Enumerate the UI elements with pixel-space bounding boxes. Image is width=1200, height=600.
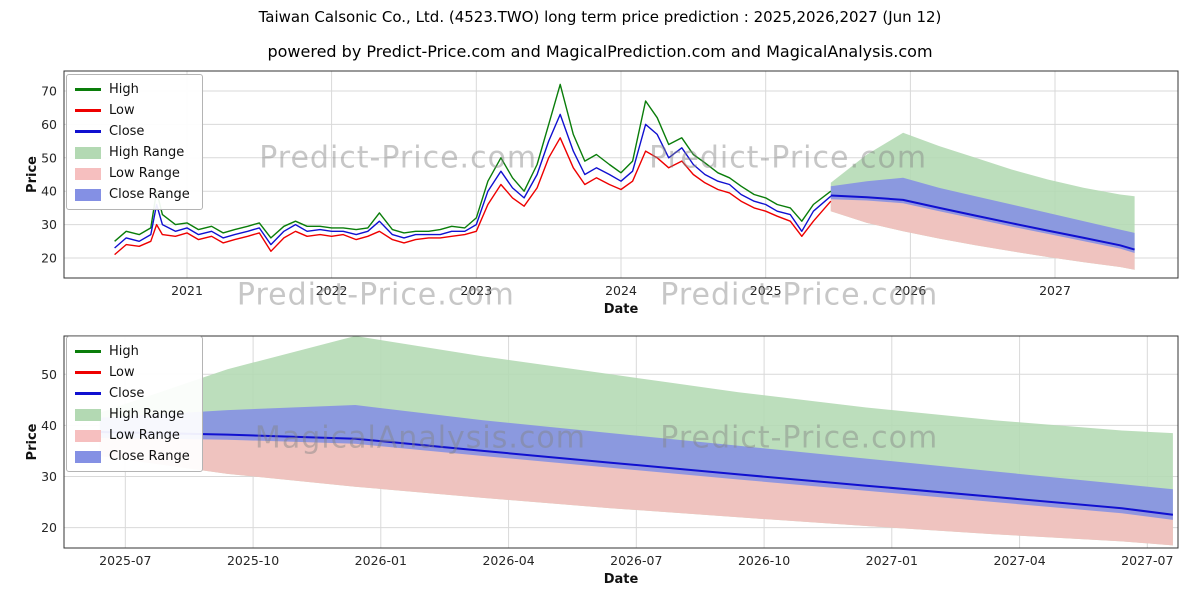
history-and-forecast-svg: 2021 2022 2023 2024 2025 2026 2027 20 30 40 50 60 70… bbox=[25, 70, 1179, 314]
legend-label: High Range bbox=[109, 407, 185, 422]
x-tick-label: 2025-10 bbox=[227, 553, 279, 568]
y-tick-label: 30 bbox=[41, 217, 57, 232]
legend-item-low: Low bbox=[75, 364, 190, 381]
y-tick-label: 70 bbox=[41, 84, 57, 99]
forecast-band bbox=[99, 432, 1173, 546]
legend-line-swatch bbox=[75, 392, 101, 395]
legend-label: Close bbox=[109, 124, 145, 139]
legend-label: High Range bbox=[109, 145, 185, 160]
x-tick-label: 2022 bbox=[316, 283, 348, 298]
legend-label: High bbox=[109, 82, 139, 97]
legend-line-swatch bbox=[75, 109, 101, 112]
x-tick-label: 2021 bbox=[171, 283, 203, 298]
y-tick-label: 40 bbox=[41, 418, 57, 433]
legend-line-swatch bbox=[75, 371, 101, 374]
legend-item-low-range: Low Range bbox=[75, 427, 190, 444]
legend-item-close-range: Close Range bbox=[75, 448, 190, 465]
plot-border bbox=[63, 70, 1179, 279]
x-axis-label: Date bbox=[604, 302, 639, 314]
x-tick-label: 2027-01 bbox=[866, 553, 918, 568]
y-axis-label: Price bbox=[25, 156, 40, 193]
legend-label: Low bbox=[109, 103, 135, 118]
y-tick-label: 60 bbox=[41, 117, 57, 132]
legend: High Low Close High Range Low Range Close Ran… bbox=[66, 336, 203, 472]
legend-label: Low bbox=[109, 365, 135, 380]
legend-line-swatch bbox=[75, 350, 101, 353]
legend-item-low-range: Low Range bbox=[75, 165, 190, 182]
x-tick-label: 2027-04 bbox=[993, 553, 1045, 568]
x-tick-label: 2027 bbox=[1039, 283, 1071, 298]
legend-line-swatch bbox=[75, 88, 101, 91]
legend-label: High bbox=[109, 344, 139, 359]
x-tick-label: 2026-01 bbox=[355, 553, 407, 568]
legend-item-close: Close bbox=[75, 385, 190, 402]
x-tick-label: 2027-07 bbox=[1121, 553, 1173, 568]
legend-line-swatch bbox=[75, 130, 101, 133]
legend-patch-swatch bbox=[75, 450, 101, 463]
y-tick-label: 20 bbox=[41, 520, 57, 535]
legend-item-high: High bbox=[75, 343, 190, 360]
x-tick-label: 2025-07 bbox=[99, 553, 151, 568]
x-tick-label: 2023 bbox=[460, 283, 492, 298]
legend-item-high: High bbox=[75, 81, 190, 98]
y-axis-label: Price bbox=[25, 423, 40, 460]
forecast-detail-svg: 2025-07 2025-10 2026-01 2026-04 2026-07 2026-… bbox=[25, 335, 1179, 587]
legend-item-low: Low bbox=[75, 102, 190, 119]
legend-label: Close Range bbox=[109, 187, 190, 202]
legend-patch-swatch bbox=[75, 188, 101, 201]
x-tick-label: 2026 bbox=[894, 283, 926, 298]
y-tick-label: 30 bbox=[41, 469, 57, 484]
data-line bbox=[830, 194, 1135, 251]
plot-border bbox=[63, 335, 1179, 549]
legend-label: Close Range bbox=[109, 449, 190, 464]
y-tick-label: 50 bbox=[41, 367, 57, 382]
y-tick-label: 20 bbox=[41, 251, 57, 266]
legend-item-high-range: High Range bbox=[75, 406, 190, 423]
legend: High Low Close High Range Low Range Close Ran… bbox=[66, 74, 203, 210]
data-line bbox=[99, 431, 1174, 516]
x-tick-label: 2025 bbox=[750, 283, 782, 298]
legend-item-close-range: Close Range bbox=[75, 186, 190, 203]
legend-item-high-range: High Range bbox=[75, 144, 190, 161]
forecast-band bbox=[99, 405, 1173, 520]
legend-label: Low Range bbox=[109, 166, 180, 181]
legend-patch-swatch bbox=[75, 167, 101, 180]
legend-patch-swatch bbox=[75, 146, 101, 159]
legend-patch-swatch bbox=[75, 408, 101, 421]
data-line bbox=[114, 83, 832, 242]
history-price-chart: 2021 2022 2023 2024 2025 2026 2027 20 30 40 50 60 70… bbox=[24, 66, 1184, 314]
x-tick-label: 2024 bbox=[605, 283, 637, 298]
x-axis-label: Date bbox=[604, 572, 639, 587]
forecast-band bbox=[830, 195, 1135, 270]
legend-label: Low Range bbox=[109, 428, 180, 443]
legend-item-close: Close bbox=[75, 123, 190, 140]
figure-subtitle: powered by Predict-Price.com and Magical… bbox=[267, 42, 933, 61]
data-line bbox=[114, 137, 832, 256]
data-line bbox=[114, 113, 832, 249]
x-tick-label: 2026-10 bbox=[738, 553, 790, 568]
forecast-band bbox=[830, 177, 1135, 253]
forecast-detail-chart: 2025-07 2025-10 2026-01 2026-04 2026-07 2026-… bbox=[24, 328, 1184, 594]
x-tick-label: 2026-04 bbox=[482, 553, 534, 568]
figure-title: Taiwan Calsonic Co., Ltd. (4523.TWO) lon… bbox=[258, 8, 942, 26]
y-tick-label: 40 bbox=[41, 184, 57, 199]
legend-label: Close bbox=[109, 386, 145, 401]
y-tick-label: 50 bbox=[41, 150, 57, 165]
legend-patch-swatch bbox=[75, 429, 101, 442]
x-tick-label: 2026-07 bbox=[610, 553, 662, 568]
